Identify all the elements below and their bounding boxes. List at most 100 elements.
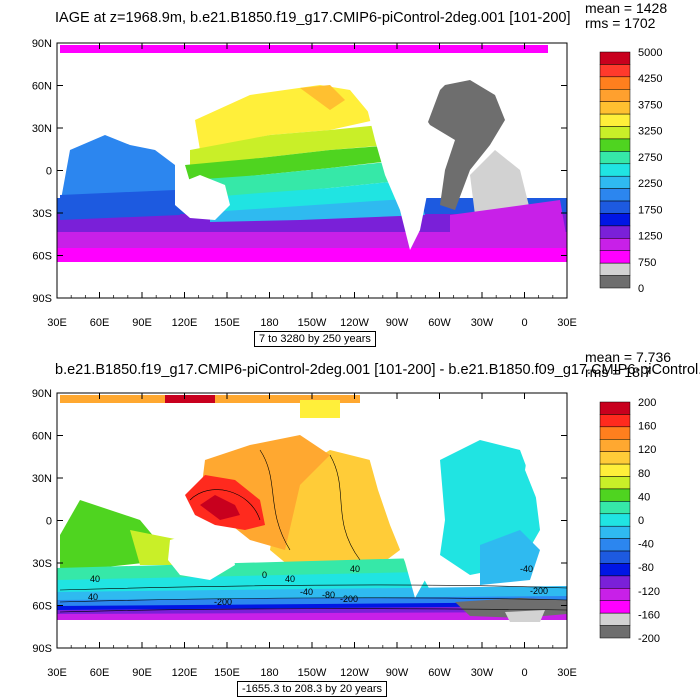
top-lat-label: 90N [32, 38, 52, 50]
bottom-africa-land [525, 410, 567, 540]
bottom-colorbar-label: 120 [638, 444, 656, 456]
top-lat-label: 0 [46, 166, 52, 178]
top-colorbar-label: 3250 [638, 126, 662, 138]
top-lon-label: 30E [557, 317, 577, 329]
bottom-colorbar-swatch [599, 476, 631, 490]
top-colorbar-label: 5000 [638, 47, 662, 59]
top-axis-ticks: 90N 60N 30N 0 30S 60S 90S 30E 60E 90E 120E 150E 180 1… [32, 38, 577, 329]
bottom-lon-label: 60E [90, 667, 110, 679]
bottom-colorbar-swatch [599, 426, 631, 440]
top-colorbar-swatch [599, 76, 631, 90]
bottom-mean-label: mean = 7.736 [585, 349, 672, 365]
bottom-colorbar-swatch [599, 625, 631, 639]
top-lat-label: 30N [32, 123, 52, 135]
top-pacific-band-orange [300, 85, 345, 110]
bottom-colorbar-swatch [599, 600, 631, 614]
top-colorbar-swatch [599, 51, 631, 65]
bottom-contour-label: -200 [340, 594, 358, 604]
top-americas-land [360, 75, 440, 250]
top-lon-label: 60W [428, 317, 451, 329]
bottom-pacific-darkred [200, 495, 240, 520]
bottom-colorbar-swatch [599, 488, 631, 502]
bottom-colorbar-swatch [599, 463, 631, 477]
bottom-arctic-red [165, 395, 215, 403]
bottom-contour-line-2 [329, 454, 361, 561]
top-lon-label: 90E [132, 317, 152, 329]
bottom-contour-label: 40 [88, 592, 98, 602]
bottom-south-magenta [57, 612, 567, 620]
top-colorbar-swatch [599, 213, 631, 227]
top-indian-ocean [60, 135, 175, 205]
bottom-contour-label: 0 [262, 570, 267, 580]
top-lon-label: 150E [214, 317, 240, 329]
top-lon-label: 30E [47, 317, 67, 329]
top-colorbar-label: 2750 [638, 152, 662, 164]
bottom-colorbar-swatch [599, 414, 631, 428]
bottom-atlantic-sky [480, 530, 540, 585]
top-lat-label: 60S [32, 251, 52, 263]
top-lat-label: 60N [32, 81, 52, 93]
top-colorbar-swatch [599, 275, 631, 289]
bottom-contour-line-6 [59, 608, 567, 613]
bottom-lon-label: 150E [214, 667, 240, 679]
top-range-note: 7 to 3280 by 250 years [254, 331, 376, 347]
bottom-colorbar-label: -40 [638, 539, 654, 551]
top-lon-label: 90W [386, 317, 409, 329]
top-so-band-2 [57, 214, 567, 234]
top-colorbar-swatch [599, 238, 631, 251]
top-pacific-band-cyan [200, 180, 415, 215]
bottom-lon-label: 90W [386, 667, 409, 679]
bottom-colorbar-swatch [599, 401, 631, 415]
bottom-lon-label: 90E [132, 667, 152, 679]
top-colorbar-label: 1750 [638, 204, 662, 216]
top-colorbar-swatch [599, 113, 631, 127]
top-map-svg: 90N 60N 30N 0 30S 60S 90S 30E 60E 90E 120E 150E 180 1… [32, 38, 663, 329]
top-lat-label: 30S [32, 208, 52, 220]
top-colorbar-label: 750 [638, 257, 656, 269]
bottom-contour-label: 40 [285, 574, 295, 584]
top-arctic-band [60, 45, 548, 53]
top-colorbar-label: 3750 [638, 99, 662, 111]
bottom-colorbar-swatch [599, 538, 631, 552]
bottom-contour-label: -40 [300, 587, 313, 597]
top-panel: IAGE at z=1968.9m, b.e21.B1850.f19_g17.C… [32, 1, 667, 347]
top-lon-label: 120W [340, 317, 369, 329]
bottom-americas-land [360, 420, 445, 598]
top-atlantic-light [470, 150, 530, 215]
top-lon-label: 180 [260, 317, 278, 329]
bottom-colorbar-label: 80 [638, 468, 650, 480]
bottom-colorbar-swatch [599, 612, 631, 626]
top-pacific-band-aqua [190, 160, 410, 200]
top-lat-label: 90S [32, 293, 52, 305]
bottom-contour-label: 40 [90, 574, 100, 584]
bottom-colorbar-label: 200 [638, 397, 656, 409]
top-colorbar-swatch [599, 175, 631, 189]
bottom-contour-label: -40 [520, 564, 533, 574]
bottom-colorbar-swatch [599, 525, 631, 539]
bottom-colorbar-label: 0 [638, 515, 644, 527]
bottom-lon-label: 60W [428, 667, 451, 679]
bottom-lat-label: 30N [32, 473, 52, 485]
bottom-contour-line-1 [259, 449, 291, 551]
bottom-australia-land [168, 530, 235, 580]
top-pacific-band-sky [210, 198, 425, 222]
top-indian-ocean-south [60, 190, 180, 220]
top-colorbar-swatch [599, 101, 631, 115]
bottom-axis-ticks: 90N 60N 30N 0 30S 60S 90S 30E 60E 90E 120E 150E 180 1… [32, 388, 577, 679]
top-colorbar-label: 2250 [638, 178, 662, 190]
bottom-stats: mean = 7.736 rms = 18.7 [585, 350, 671, 380]
top-lon-label: 0 [521, 317, 527, 329]
bottom-lon-label: 30E [47, 667, 67, 679]
bottom-panel: b.e21.B1850.f19_g17.CMIP6-piControl-2deg… [0, 350, 700, 700]
bottom-colorbar-label: -160 [638, 609, 660, 621]
top-colorbar-swatch [599, 262, 631, 276]
bottom-lat-label: 0 [46, 516, 52, 528]
bottom-lat-label: 90S [32, 643, 52, 655]
top-colorbar-swatch [599, 126, 631, 140]
bottom-colorbar-swatch [599, 575, 631, 589]
bottom-colorbar-label: -200 [638, 633, 660, 645]
top-colorbar-swatch [599, 188, 631, 202]
bottom-lat-label: 30S [32, 558, 52, 570]
bottom-colorbar-swatch [599, 563, 631, 577]
top-so-band-4 [57, 248, 567, 264]
